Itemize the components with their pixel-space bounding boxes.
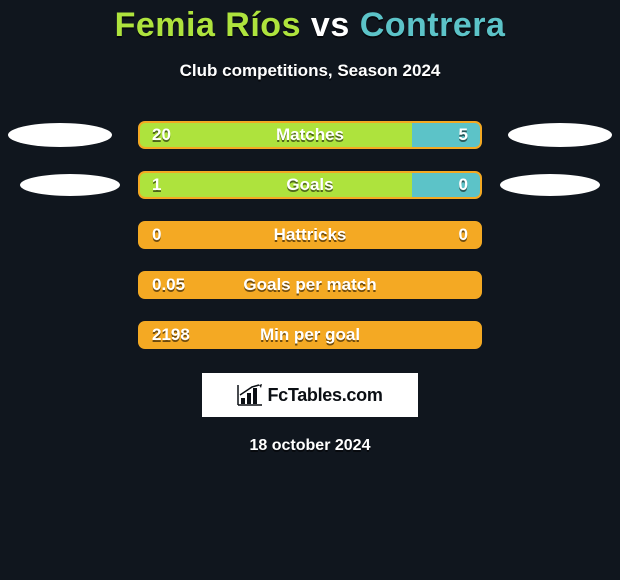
bar-right-fill: [412, 173, 480, 197]
stat-row: 0 Hattricks 0: [0, 221, 620, 249]
player1-ellipse-icon: [20, 174, 120, 196]
left-value: 1: [152, 175, 161, 195]
bar-right-fill: [412, 123, 480, 147]
bar-left-fill: [140, 173, 412, 197]
stat-label: Min per goal: [260, 325, 360, 345]
stat-label: Goals per match: [243, 275, 376, 295]
player2-ellipse-icon: [508, 123, 612, 147]
left-value: 0: [152, 225, 161, 245]
left-value: 0.05: [152, 275, 185, 295]
stat-label: Goals: [286, 175, 333, 195]
right-value: 5: [459, 125, 468, 145]
comparison-infographic: Femia Ríos vs Contrera Club competitions…: [0, 0, 620, 580]
stat-bar: 20 Matches 5: [138, 121, 482, 149]
right-value: 0: [459, 225, 468, 245]
stat-label: Hattricks: [274, 225, 347, 245]
stat-bar: 1 Goals 0: [138, 171, 482, 199]
stat-label: Matches: [276, 125, 344, 145]
stat-row: 0.05 Goals per match: [0, 271, 620, 299]
subtitle: Club competitions, Season 2024: [0, 61, 620, 81]
stat-rows: 20 Matches 5 1 Goals 0 0 Hattricks 0 0.05 Goals pe…: [0, 121, 620, 349]
logo-box: FcTables.com: [202, 373, 418, 417]
stat-row: 1 Goals 0: [0, 171, 620, 199]
stat-bar: 0.05 Goals per match: [138, 271, 482, 299]
left-value: 2198: [152, 325, 190, 345]
player1-name: Femia Ríos: [115, 6, 301, 44]
player2-name: Contrera: [360, 6, 506, 44]
player1-ellipse-icon: [8, 123, 112, 147]
page-title: Femia Ríos vs Contrera: [0, 0, 620, 45]
left-value: 20: [152, 125, 171, 145]
logo-text: FcTables.com: [267, 385, 382, 406]
right-value: 0: [459, 175, 468, 195]
stat-bar: 2198 Min per goal: [138, 321, 482, 349]
vs-text: vs: [301, 6, 360, 44]
bars-icon: [237, 384, 263, 406]
date-text: 18 october 2024: [0, 437, 620, 455]
stat-row: 2198 Min per goal: [0, 321, 620, 349]
stat-row: 20 Matches 5: [0, 121, 620, 149]
stat-bar: 0 Hattricks 0: [138, 221, 482, 249]
player2-ellipse-icon: [500, 174, 600, 196]
